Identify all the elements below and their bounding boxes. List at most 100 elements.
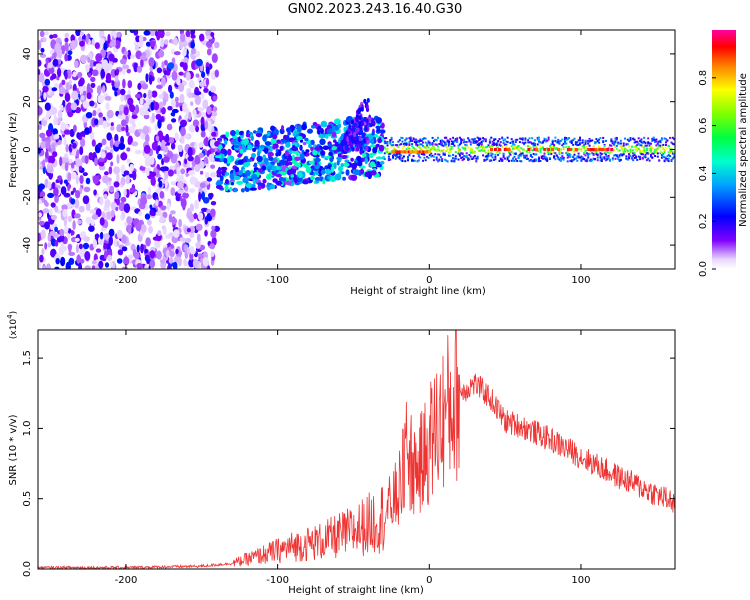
spectrogram-cell bbox=[155, 30, 159, 37]
spectrogram-cell bbox=[624, 148, 626, 151]
spectrogram-cell bbox=[574, 143, 577, 146]
spectrogram-cell bbox=[187, 92, 193, 99]
spectrogram-cell bbox=[223, 157, 228, 164]
spectrogram-cell bbox=[651, 137, 654, 140]
spectrogram-cell bbox=[160, 107, 166, 115]
spectrogram-cell bbox=[184, 158, 188, 165]
spectrogram-cell bbox=[572, 139, 575, 142]
spectrogram-cell bbox=[551, 148, 555, 151]
spectrogram-cell bbox=[613, 143, 616, 146]
spectrogram-cell bbox=[319, 138, 326, 146]
spectrogram-cell bbox=[72, 71, 77, 78]
spectrogram-cell bbox=[144, 157, 151, 167]
spectrogram-cell bbox=[566, 160, 569, 163]
spectrogram-cell bbox=[506, 141, 509, 143]
spectrogram-cell bbox=[50, 214, 58, 220]
spectrogram-cell bbox=[479, 146, 482, 148]
spectrogram-cell bbox=[431, 142, 434, 145]
spectrogram-cell bbox=[170, 210, 176, 215]
spectrogram-cell bbox=[404, 142, 407, 145]
spectrogram-cell bbox=[499, 144, 502, 147]
spectrogram-cell bbox=[453, 157, 456, 160]
spectrogram-cell bbox=[349, 141, 353, 147]
spectrogram-cell bbox=[573, 153, 576, 156]
spectrogram-cell bbox=[546, 159, 549, 162]
spectrogram-cell bbox=[505, 145, 508, 148]
spectrogram-cell bbox=[493, 139, 495, 142]
spectrogram-cell bbox=[129, 104, 136, 113]
spectrogram-cell bbox=[197, 107, 204, 112]
snr-xtick-label: 0 bbox=[426, 575, 432, 586]
spectrogram-cell bbox=[206, 35, 213, 40]
spectrogram-cell bbox=[154, 123, 159, 131]
spectrogram-cell bbox=[532, 145, 535, 148]
spectrogram-cell bbox=[538, 160, 540, 163]
spectrogram-cell bbox=[291, 145, 296, 150]
spectrogram-cell bbox=[437, 148, 439, 151]
spectrogram-cell bbox=[651, 152, 654, 155]
spectrogram-cell bbox=[257, 184, 262, 191]
spectrogram-cell bbox=[498, 160, 501, 162]
spectrogram-cell bbox=[452, 141, 455, 144]
spectrogram-cell bbox=[356, 155, 362, 161]
spectrogram-cell bbox=[52, 58, 59, 67]
spectrogram-cell bbox=[38, 220, 45, 226]
spectrogram-cell bbox=[473, 151, 476, 154]
spectrogram-cell bbox=[603, 152, 606, 155]
spectrogram-cell bbox=[641, 153, 644, 156]
spectrogram-cell bbox=[585, 160, 588, 163]
spectrogram-cell bbox=[512, 143, 515, 146]
spectrogram-cell bbox=[203, 88, 209, 93]
spectrogram-cell bbox=[240, 188, 245, 193]
spectrogram-cell bbox=[431, 143, 434, 146]
spectrogram-cell bbox=[413, 140, 416, 143]
spectrogram-cell bbox=[173, 229, 180, 238]
spectrogram-cell bbox=[508, 155, 510, 158]
spectrogram-cell bbox=[194, 181, 202, 188]
spectrogram-cell bbox=[615, 136, 618, 139]
spectrogram-cell bbox=[158, 94, 164, 99]
spectrogram-ylabel: Frequency (Hz) bbox=[8, 112, 19, 188]
spectrogram-cell bbox=[520, 147, 523, 150]
spectrogram-cell bbox=[499, 158, 502, 161]
spectrogram-cell bbox=[587, 142, 590, 145]
spectrogram-cell bbox=[596, 159, 599, 162]
spectrogram-cell bbox=[550, 143, 553, 146]
spectrogram-cell bbox=[180, 135, 185, 144]
spectrogram-cell bbox=[666, 159, 669, 162]
spectrogram-cell bbox=[102, 120, 108, 129]
spectrogram-cell bbox=[103, 42, 108, 51]
spectrogram-cell bbox=[116, 198, 120, 206]
spectrogram-cell bbox=[131, 141, 139, 147]
spectrogram-cell bbox=[639, 149, 642, 152]
spectrogram-cell bbox=[38, 68, 41, 76]
spectrogram-cell bbox=[650, 155, 652, 158]
spectrogram-cell bbox=[465, 152, 468, 155]
spectrogram-cell bbox=[362, 152, 367, 158]
spectrogram-cell bbox=[550, 151, 553, 153]
spectrogram-cell bbox=[411, 140, 414, 142]
spectrogram-cell bbox=[234, 175, 241, 181]
spectrogram-cell bbox=[591, 139, 594, 142]
spectrogram-cell bbox=[467, 146, 470, 149]
spectrogram-cell bbox=[569, 156, 572, 158]
spectrogram-cell bbox=[50, 91, 55, 96]
spectrogram-cell bbox=[614, 154, 617, 156]
spectrogram-cell bbox=[51, 73, 57, 80]
spectrogram-cell bbox=[91, 139, 96, 147]
spectrogram-cell bbox=[558, 142, 561, 145]
spectrogram-cell bbox=[224, 149, 228, 157]
spectrogram-cell bbox=[95, 63, 103, 70]
spectrogram-cell bbox=[478, 144, 480, 147]
spectrogram-cell bbox=[42, 85, 49, 93]
spectrogram-cell bbox=[595, 138, 598, 141]
spectrogram-cell bbox=[439, 143, 442, 146]
spectrogram-cell bbox=[158, 49, 165, 58]
spectrogram-cell bbox=[413, 148, 416, 150]
spectrogram-cell bbox=[125, 174, 130, 185]
spectrogram-cell bbox=[237, 136, 241, 143]
colorbar-tick-label: 0.8 bbox=[698, 70, 709, 86]
spectrogram-cell bbox=[523, 142, 525, 145]
spectrogram-cell bbox=[660, 138, 663, 141]
spectrogram-cell bbox=[497, 148, 501, 151]
